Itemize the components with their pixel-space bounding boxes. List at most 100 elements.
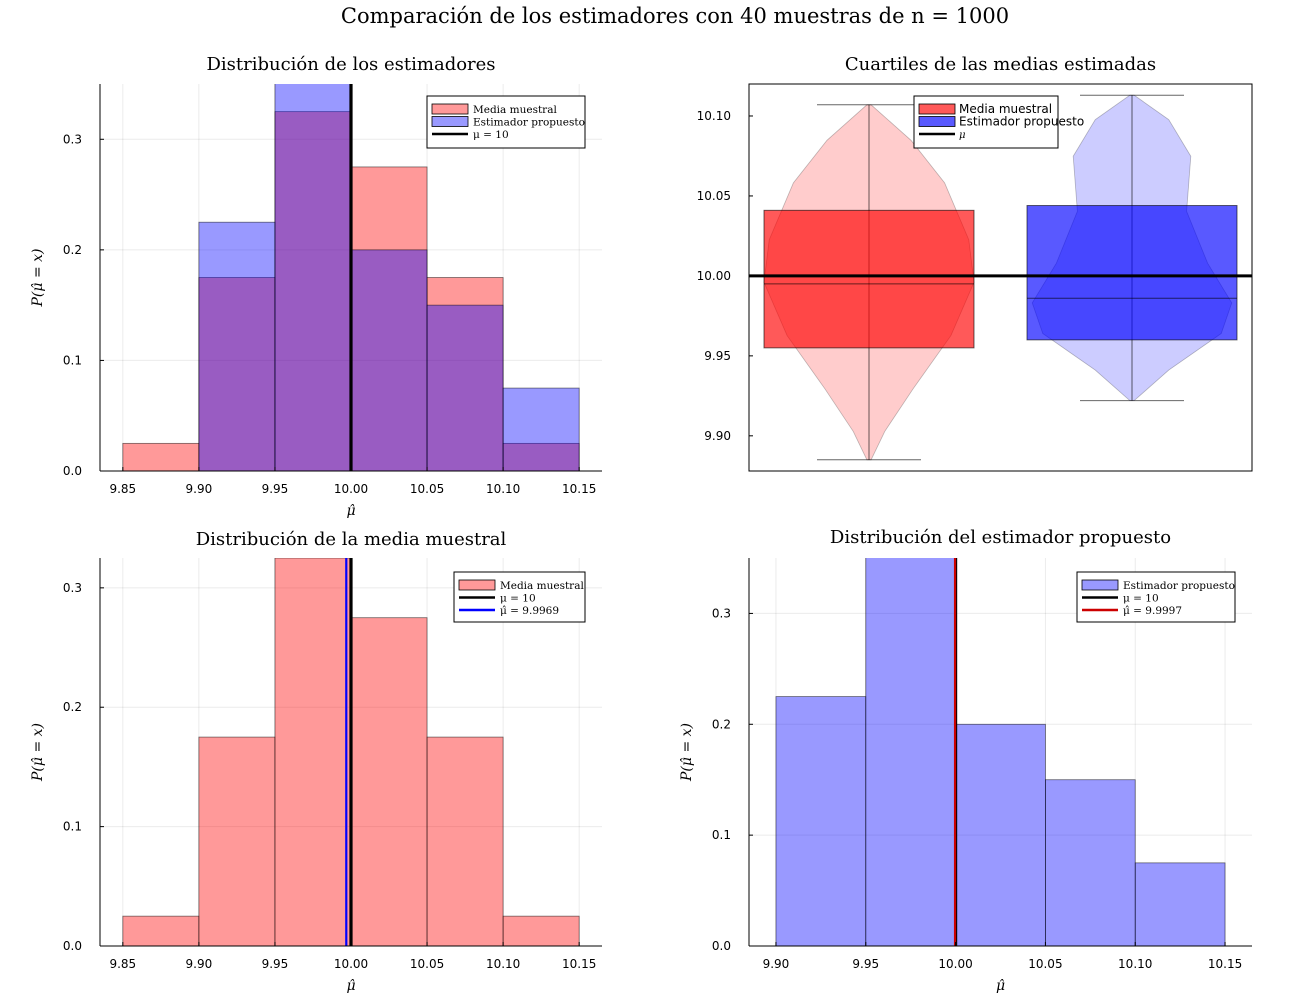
x-tick-label: 10.05 [410, 957, 444, 971]
y-tick-label: 0.1 [712, 828, 731, 842]
legend-label: μ = 10 [473, 129, 509, 141]
legend-label: μ = 10 [500, 593, 536, 605]
y-axis-label: P(μ̂ = x) [679, 723, 695, 782]
x-axis-label: μ̂ [346, 503, 355, 519]
x-axis-label: μ̂ [996, 978, 1005, 994]
x-tick-label: 10.00 [334, 957, 368, 971]
legend-label: μ̂ = 9.9969 [500, 605, 559, 617]
y-tick-label: 0.0 [63, 464, 82, 478]
bar-estimador-propuesto [502, 387, 580, 471]
bar-media-muestral [122, 915, 200, 946]
x-tick-label: 10.10 [486, 482, 520, 496]
panel-title: Cuartiles de las medias estimadas [845, 54, 1156, 75]
x-tick-label: 10.05 [1028, 957, 1062, 971]
bars [122, 558, 580, 946]
legend-label: Estimador propuesto [473, 117, 585, 129]
bar-media-muestral [350, 617, 428, 946]
y-tick-label: 9.95 [704, 349, 731, 363]
x-tick-label: 9.90 [186, 482, 213, 496]
legend-swatch [918, 116, 956, 127]
legend-swatch [431, 103, 469, 115]
panel-title: Distribución del estimador propuesto [830, 527, 1171, 548]
legend-label: μ = 10 [1123, 593, 1159, 605]
bar-estimador-propuesto [274, 84, 352, 471]
x-axis-label: μ̂ [346, 978, 355, 994]
x-tick-label: 10.00 [938, 957, 972, 971]
x-tick-label: 9.85 [109, 482, 136, 496]
bar-estimador-propuesto [198, 221, 276, 471]
bar-media-muestral [426, 736, 504, 946]
x-tick-label: 10.15 [562, 957, 596, 971]
y-tick-label: 0.2 [712, 717, 731, 731]
legend-swatch [1081, 579, 1119, 591]
bar-media-muestral [274, 558, 352, 946]
x-tick-label: 10.05 [410, 482, 444, 496]
y-tick-label: 10.05 [697, 189, 731, 203]
legend-label: Estimador propuesto [1123, 580, 1235, 592]
legend-label: Estimador propuesto [959, 115, 1084, 129]
x-tick-label: 9.95 [262, 957, 289, 971]
panel-4: Distribución del estimador propuesto 9.90… [679, 527, 1252, 994]
y-tick-label: 0.1 [63, 820, 82, 834]
legend-label: μ̂ = 9.9997 [1123, 605, 1182, 617]
legend-label: μ [959, 130, 966, 141]
y-tick-label: 0.0 [712, 939, 731, 953]
bar-estimador-propuesto [350, 249, 428, 471]
bars [775, 558, 1226, 946]
bar-estimador-propuesto [426, 304, 504, 471]
x-tick-label: 10.10 [486, 957, 520, 971]
bar-media-muestral [502, 915, 580, 946]
x-tick-label: 10.10 [1118, 957, 1152, 971]
bar-media-muestral [122, 442, 200, 471]
panel-title: Distribución de la media muestral [196, 529, 507, 550]
y-tick-label: 10.10 [697, 109, 731, 123]
x-tick-label: 10.15 [562, 482, 596, 496]
legend-swatch [458, 579, 496, 591]
y-tick-label: 9.90 [704, 429, 731, 443]
figure-title: Comparación de los estimadores con 40 mu… [341, 4, 1009, 28]
panel-1: Distribución de los estimadores 9.85 9.90 9… [30, 54, 602, 519]
y-tick-label: 0.3 [63, 132, 82, 146]
x-tick-label: 9.85 [109, 957, 136, 971]
bar-media-muestral [502, 442, 580, 471]
y-tick-label: 0.3 [712, 606, 731, 620]
bar-media-muestral [274, 111, 352, 471]
bars [122, 84, 580, 471]
x-tick-label: 9.90 [186, 957, 213, 971]
y-tick-label: 0.0 [63, 939, 82, 953]
y-tick-label: 0.2 [63, 700, 82, 714]
y-tick-label: 0.2 [63, 243, 82, 257]
bar-media-muestral [198, 277, 276, 471]
x-tick-label: 9.90 [763, 957, 790, 971]
box-media-muestral [763, 209, 975, 349]
bar-media-muestral [198, 736, 276, 946]
bar-estimador-propuesto [775, 696, 867, 946]
x-tick-label: 9.95 [262, 482, 289, 496]
bar-estimador-propuesto [865, 558, 956, 946]
y-axis-label: P(μ̂ = x) [30, 249, 46, 308]
legend-label: Media muestral [959, 102, 1052, 116]
y-axis-label: P(μ̂ = x) [30, 723, 46, 782]
legend-label: Media muestral [500, 580, 584, 592]
y-tick-label: 10.00 [697, 269, 731, 283]
bar-estimador-propuesto [1134, 862, 1226, 946]
panel-3: Distribución de la media muestral 9.85 9.9… [30, 529, 602, 994]
bar-media-muestral [350, 166, 428, 471]
legend-label: Media muestral [473, 104, 557, 116]
x-tick-label: 10.00 [334, 482, 368, 496]
legend-swatch [431, 116, 469, 127]
panel-title: Distribución de los estimadores [206, 54, 495, 75]
y-tick-label: 0.1 [63, 353, 82, 367]
bar-estimador-propuesto [955, 723, 1046, 946]
panel-2: Cuartiles de las medias estimadas 9.90 9.9… [697, 54, 1253, 472]
x-tick-label: 9.95 [852, 957, 879, 971]
y-tick-label: 0.3 [63, 581, 82, 595]
legend-swatch [918, 103, 956, 115]
legend-box [426, 95, 586, 149]
bar-estimador-propuesto [1045, 779, 1136, 946]
